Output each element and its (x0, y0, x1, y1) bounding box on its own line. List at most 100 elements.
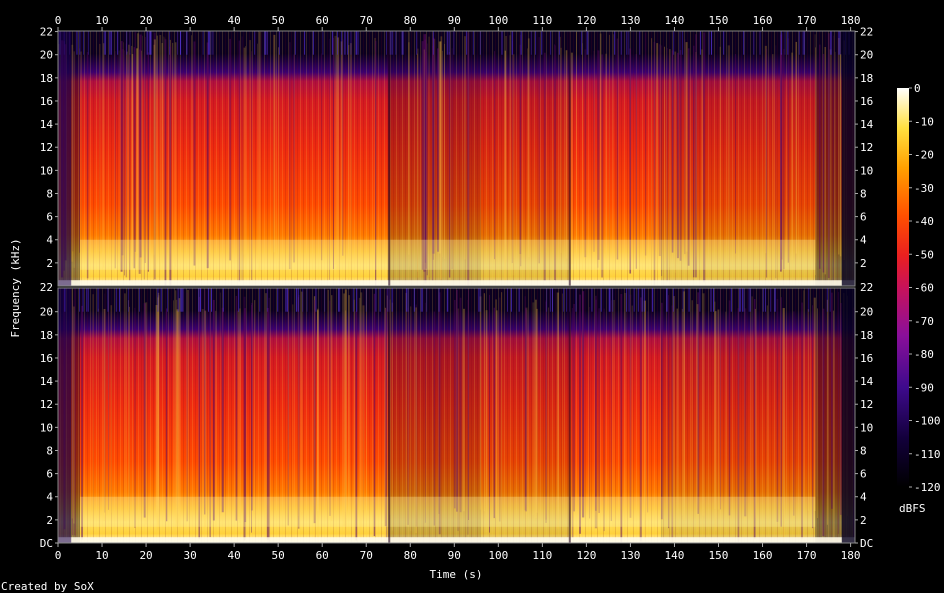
y-tick-label: 18 (40, 329, 53, 342)
y-tick-label: 6 (46, 468, 53, 481)
x-tick-label: 0 (55, 549, 62, 562)
y-tick-label: DC (860, 537, 873, 550)
x-tick-label: 20 (139, 14, 152, 27)
y-tick-label: 2 (860, 257, 867, 270)
x-tick-label: 140 (665, 14, 685, 27)
y-tick-label: 20 (40, 306, 53, 319)
y-tick-label: 22 (40, 281, 53, 294)
colorbar-label: dBFS (899, 502, 926, 515)
x-tick-label: 10 (95, 14, 108, 27)
x-tick-label: 140 (665, 549, 685, 562)
y-tick-label: 22 (40, 26, 53, 39)
x-tick-label: 130 (620, 14, 640, 27)
y-tick-label: 22 (860, 281, 873, 294)
y-tick-label: 8 (46, 187, 53, 200)
y-tick-label: 14 (40, 118, 54, 131)
x-tick-label: 80 (404, 14, 417, 27)
channel-right-spectrogram (57, 287, 856, 544)
y-tick-label: 4 (860, 491, 867, 504)
x-tick-label: 110 (532, 549, 552, 562)
y-tick-label: 16 (40, 352, 53, 365)
x-tick-label: 50 (272, 549, 285, 562)
colorbar-tick-label: 0 (914, 82, 921, 95)
y-tick-label: 18 (860, 329, 873, 342)
x-tick-label: 180 (841, 14, 861, 27)
y-tick-label: 20 (860, 306, 873, 319)
x-tick-label: 30 (183, 14, 196, 27)
y-tick-label: 6 (46, 211, 53, 224)
x-tick-label: 80 (404, 549, 417, 562)
colorbar-ticks: 0 -10 -20 -30 -40 -50 -60 -70 -80 -90 -100 -110 -120 (909, 82, 941, 494)
footer-credit: Created by SoX (1, 580, 94, 593)
channel-left-spectrogram (57, 30, 856, 287)
colorbar-tick-label: -10 (914, 115, 934, 128)
x-tick-label: 120 (576, 14, 596, 27)
y-tick-label: 12 (40, 141, 53, 154)
y-tick-label: DC (40, 537, 53, 550)
x-tick-label: 150 (709, 549, 729, 562)
y-tick-label: 18 (40, 72, 53, 85)
colorbar-tick-label: -50 (914, 248, 934, 261)
x-tick-label: 30 (183, 549, 196, 562)
y-tick-label: 4 (46, 234, 53, 247)
x-tick-label: 100 (488, 14, 508, 27)
colorbar-tick-label: -70 (914, 315, 934, 328)
x-tick-label: 100 (488, 549, 508, 562)
colorbar-tick-label: -110 (914, 448, 941, 461)
y-tick-label: 22 (860, 26, 873, 39)
y-tick-label: 18 (860, 72, 873, 85)
y-tick-label: 8 (46, 444, 53, 457)
y-tick-label: 12 (860, 398, 873, 411)
y-tick-label: 4 (46, 491, 53, 504)
y-tick-label: 10 (40, 421, 53, 434)
colorbar-tick-label: -40 (914, 215, 934, 228)
colorbar-tick-label: -30 (914, 182, 934, 195)
y-tick-label: 8 (860, 187, 867, 200)
x-tick-label: 0 (55, 14, 62, 27)
colorbar-tick-label: -120 (914, 481, 941, 494)
y-tick-label: 16 (40, 95, 53, 108)
y-tick-label: 12 (860, 141, 873, 154)
x-axis-label: Time (s) (430, 568, 483, 581)
y-tick-label: 2 (46, 514, 53, 527)
x-tick-label: 150 (709, 14, 729, 27)
x-tick-label: 90 (448, 549, 461, 562)
y-tick-label: 6 (860, 468, 867, 481)
x-tick-label: 90 (448, 14, 461, 27)
colorbar-tick-label: -100 (914, 415, 941, 428)
y-tick-label: 8 (860, 444, 867, 457)
y-tick-label: 14 (40, 375, 54, 388)
colorbar-tick-label: -20 (914, 149, 934, 162)
y-tick-label: 16 (860, 352, 873, 365)
colorbar (897, 88, 909, 487)
x-tick-label: 130 (620, 549, 640, 562)
y-tick-label: 14 (860, 118, 874, 131)
x-tick-label: 10 (95, 549, 108, 562)
x-tick-label: 60 (316, 549, 329, 562)
y-tick-label: 16 (860, 95, 873, 108)
colorbar-tick-label: -80 (914, 348, 934, 361)
y-tick-label: 10 (40, 164, 53, 177)
x-tick-label: 70 (360, 14, 373, 27)
y-tick-label: 10 (860, 164, 873, 177)
x-tick-label: 120 (576, 549, 596, 562)
y-tick-label: 10 (860, 421, 873, 434)
x-tick-label: 160 (753, 549, 773, 562)
x-tick-label: 110 (532, 14, 552, 27)
x-tick-label: 20 (139, 549, 152, 562)
y-tick-label: 20 (860, 49, 873, 62)
x-tick-label: 160 (753, 14, 773, 27)
y-tick-label: 20 (40, 49, 53, 62)
x-tick-label: 60 (316, 14, 329, 27)
x-tick-label: 170 (797, 14, 817, 27)
x-tick-label: 40 (228, 549, 241, 562)
y-tick-label: 2 (46, 257, 53, 270)
colorbar-tick-label: -60 (914, 282, 934, 295)
x-tick-label: 180 (841, 549, 861, 562)
x-tick-label: 70 (360, 549, 373, 562)
y-tick-label: 6 (860, 211, 867, 224)
y-axis-label: Frequency (kHz) (9, 238, 22, 337)
x-tick-label: 40 (228, 14, 241, 27)
y-tick-label: 2 (860, 514, 867, 527)
